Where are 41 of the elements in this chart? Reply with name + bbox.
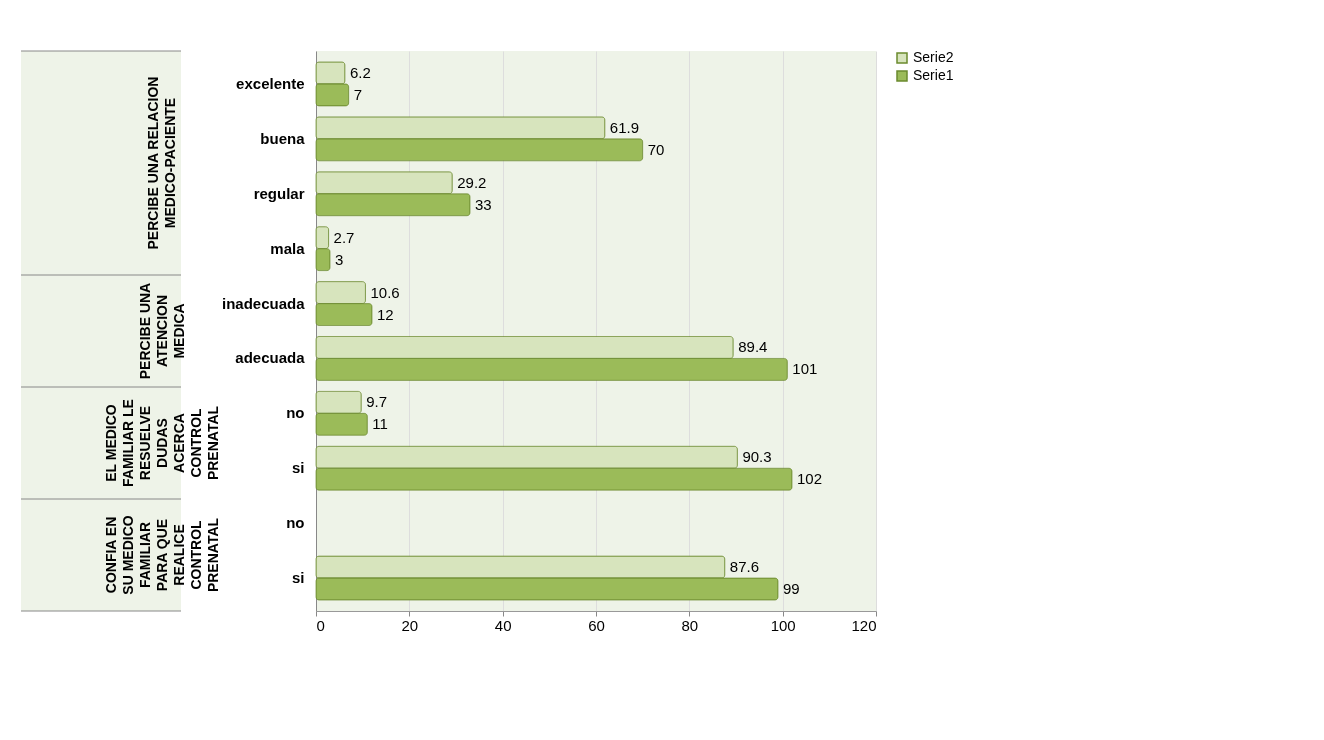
data-label: 90.3 (742, 448, 772, 466)
data-label: 2.7 (333, 228, 355, 246)
data-label: 29.2 (457, 173, 487, 191)
y-tick-label: buena (260, 129, 306, 147)
y-tick-label: adecuada (235, 349, 306, 367)
data-label: 6.2 (349, 63, 371, 81)
text: CONFIA EN SU MEDICO FAMILIAR PARA QUE REALICE CONTROL PRENATAL (102, 515, 221, 595)
data-label: 7 (353, 85, 363, 103)
x-tick-label: 80 (681, 616, 699, 634)
y-tick-label: no (286, 404, 305, 422)
data-label: 70 (647, 140, 665, 158)
x-tick-label: 0 (316, 616, 325, 634)
data-label: 89.4 (738, 338, 768, 356)
data-label: 87.6 (729, 558, 759, 576)
y-tick-label: si (291, 459, 305, 477)
data-label: 9.7 (366, 393, 388, 411)
data-label: 11 (372, 415, 388, 433)
text: PERCIBE UNA RELACION MEDICO-PACIENTE (145, 76, 178, 250)
text: PERCIBE UNA ATENCION MEDICA (136, 282, 187, 380)
x-tick-label: 60 (588, 616, 605, 634)
y-tick-label: excelente (236, 74, 305, 92)
y-tick-label: mala (270, 239, 306, 257)
x-tick-label: 100 (770, 616, 796, 634)
data-label: 10.6 (370, 283, 400, 301)
data-label: 33 (475, 195, 492, 213)
data-label: 102 (797, 470, 823, 488)
data-label: 99 (783, 580, 800, 598)
x-tick-label: 120 (851, 616, 877, 634)
data-label: 12 (377, 305, 394, 323)
x-tick-label: 40 (494, 616, 512, 634)
x-tick-label: 20 (401, 616, 419, 634)
text: EL MEDICO FAMILIAR LE RESUELVE DUDAS ACERCA CONTROL PRENATAL (102, 399, 221, 487)
legend-label: Serie1 (913, 67, 954, 83)
data-label: 61.9 (609, 118, 640, 136)
data-label: 3 (335, 250, 344, 268)
y-tick-label: si (291, 569, 305, 587)
y-tick-label: no (286, 514, 305, 532)
y-tick-label: regular (253, 184, 305, 202)
legend-label: Serie2 (913, 49, 954, 65)
y-tick-label: inadecuada (221, 294, 306, 312)
data-label: 101 (792, 360, 818, 378)
